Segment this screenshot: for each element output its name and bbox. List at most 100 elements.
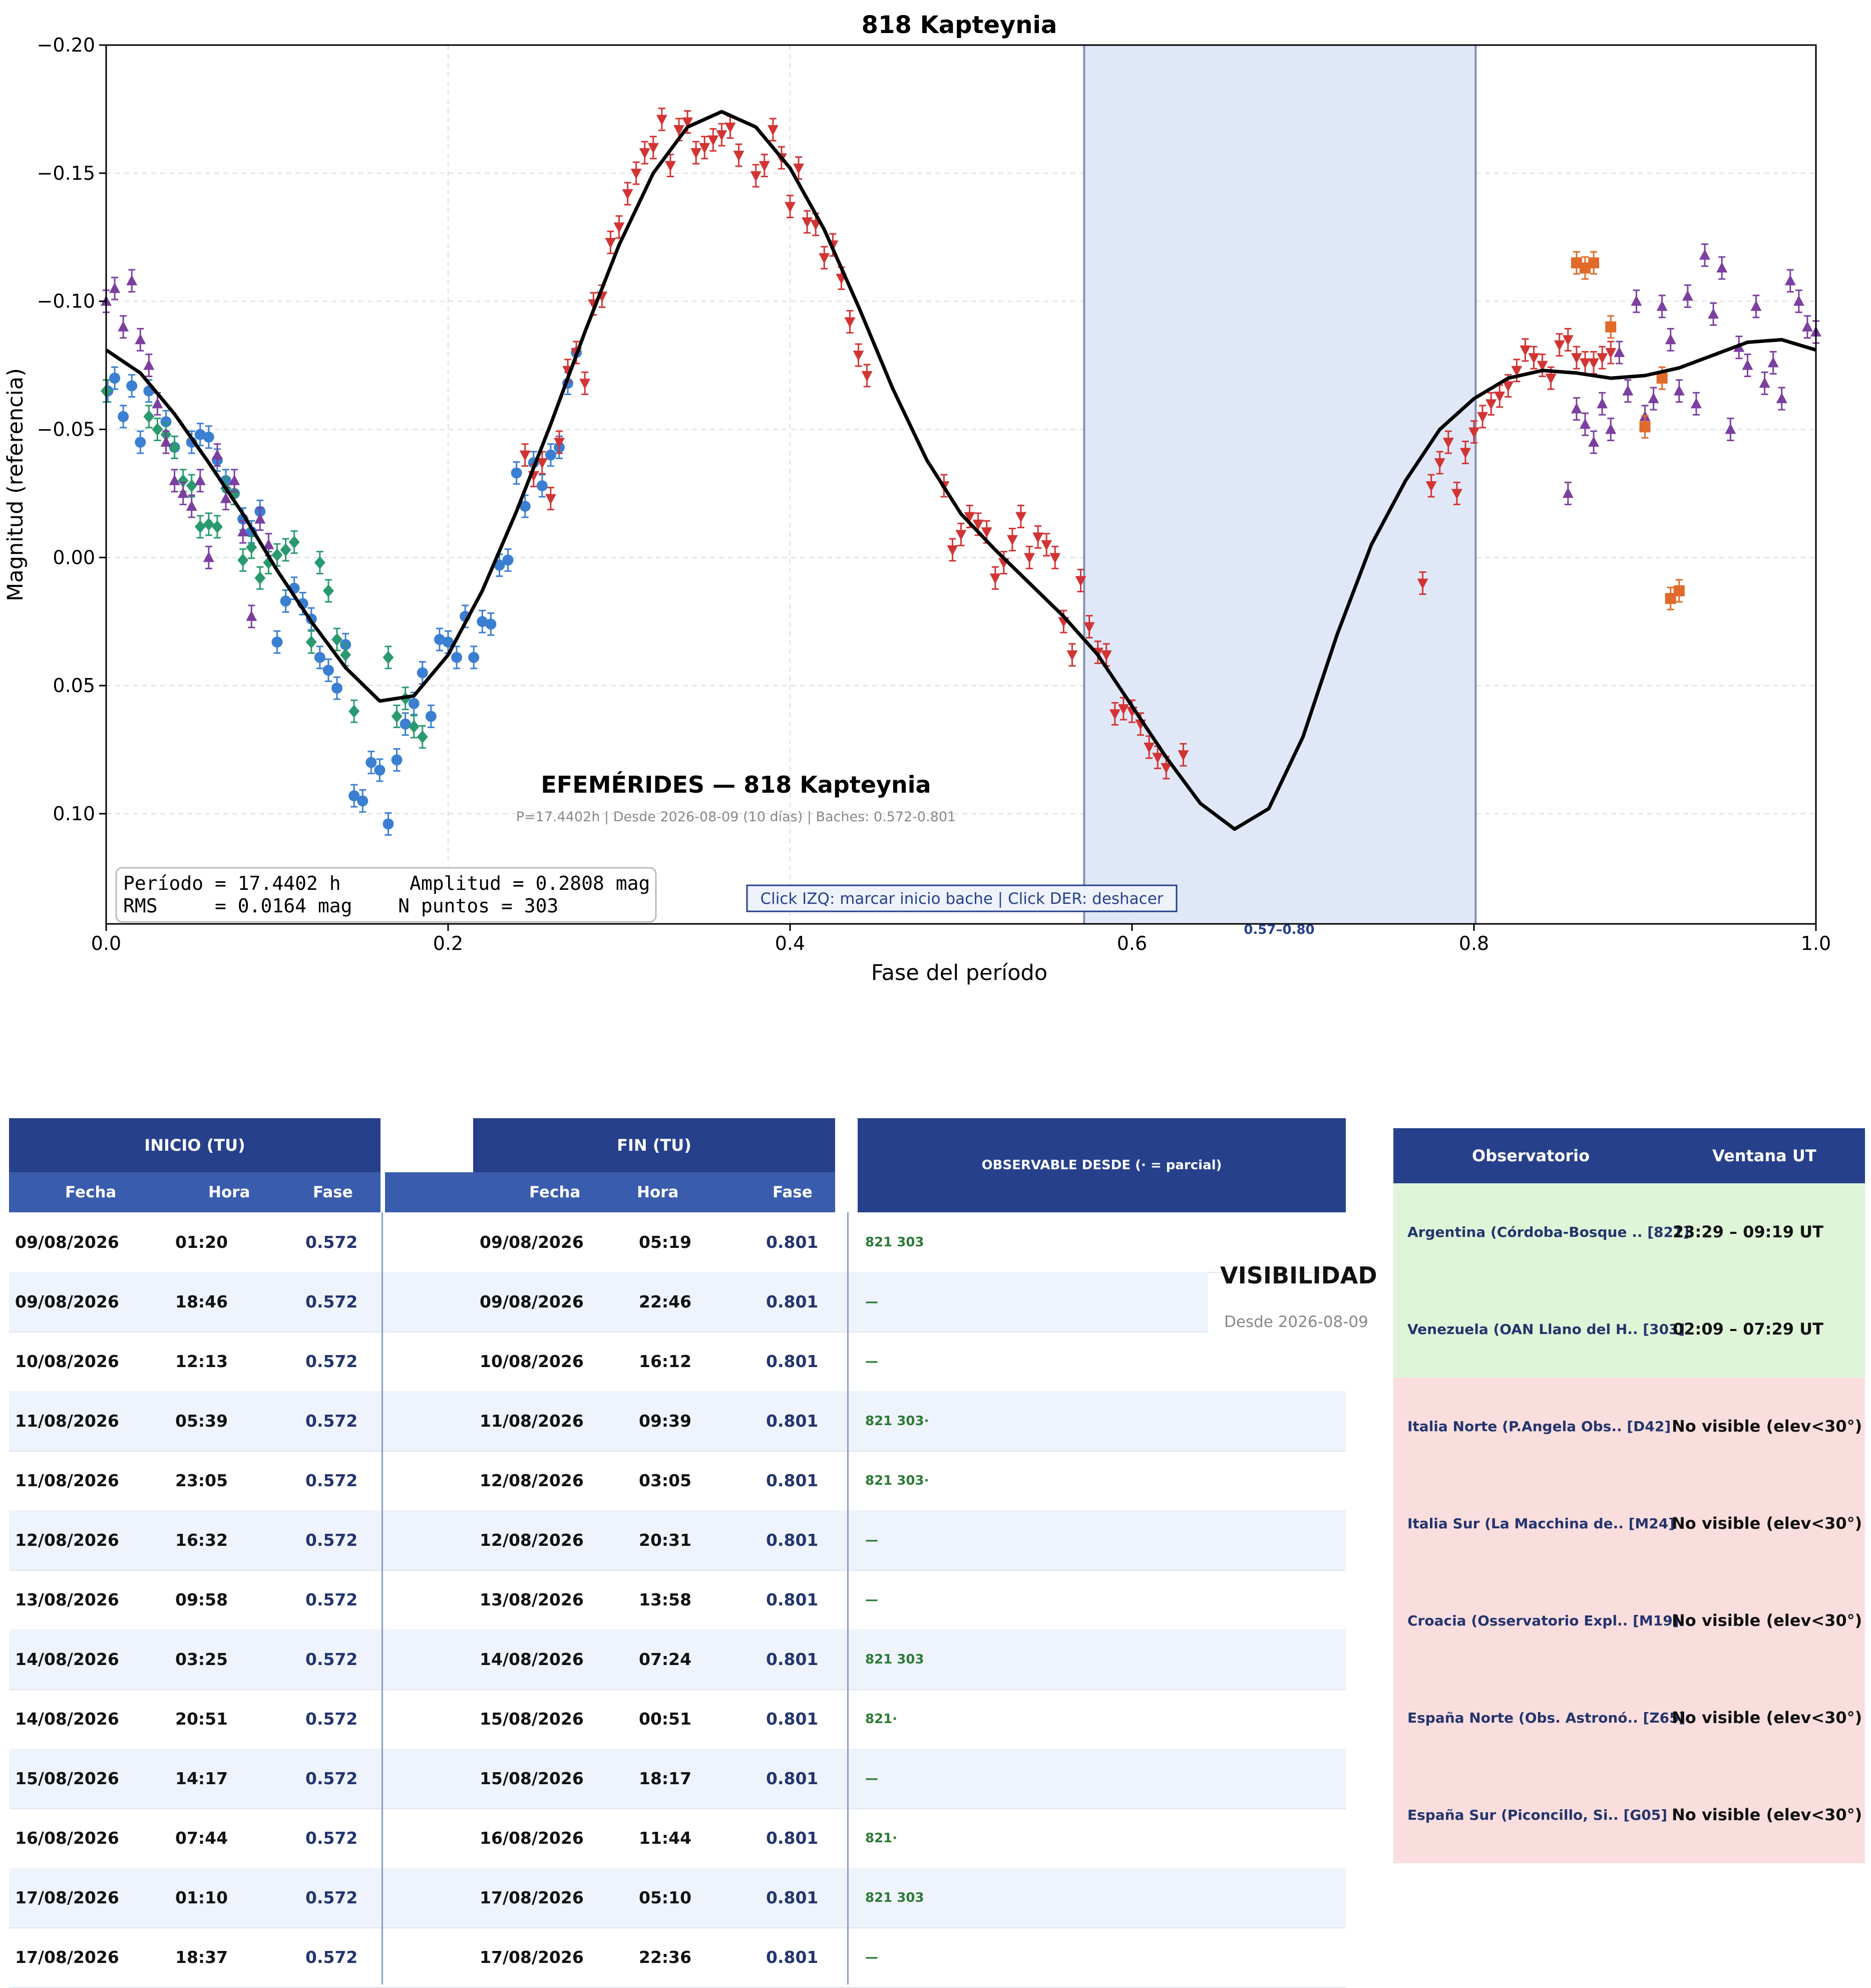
cell-h1: 01:10 bbox=[175, 1888, 228, 1907]
data-point bbox=[211, 520, 223, 533]
cell-h1: 14:17 bbox=[175, 1769, 228, 1788]
data-point bbox=[989, 573, 1001, 584]
data-point bbox=[1673, 385, 1685, 396]
cell-obs: — bbox=[865, 1532, 878, 1548]
data-point bbox=[331, 633, 343, 646]
data-point bbox=[211, 449, 223, 460]
data-point bbox=[1784, 274, 1796, 285]
cell-f1: 09/08/2026 bbox=[15, 1292, 119, 1311]
cell-h1: 18:37 bbox=[175, 1947, 228, 1967]
data-point bbox=[451, 651, 463, 663]
click-hint: Click IZQ: marcar inicio bache | Click D… bbox=[760, 890, 1163, 908]
x-tick-label: 0.6 bbox=[1117, 932, 1147, 954]
data-point bbox=[724, 122, 736, 133]
cell-p1: 0.572 bbox=[305, 1352, 358, 1371]
x-tick-label: 1.0 bbox=[1801, 932, 1831, 954]
data-point bbox=[1776, 393, 1787, 404]
data-point bbox=[972, 519, 984, 530]
data-point bbox=[1639, 421, 1651, 433]
observatory-row: Italia Norte (P.Angela Obs.. [D42] No vis… bbox=[1393, 1378, 1865, 1475]
data-point bbox=[314, 651, 325, 663]
cell-f1: 14/08/2026 bbox=[15, 1709, 119, 1729]
table-divider-1 bbox=[382, 1212, 383, 1984]
data-point bbox=[118, 411, 129, 422]
cell-obs: 821· bbox=[865, 1711, 898, 1727]
cell-f2: 15/08/2026 bbox=[480, 1769, 584, 1788]
data-point bbox=[1434, 458, 1445, 469]
cell-p1: 0.572 bbox=[305, 1828, 358, 1848]
cell-h1: 09:58 bbox=[175, 1590, 228, 1609]
y-tick-label: 0.00 bbox=[53, 546, 95, 568]
data-point bbox=[365, 757, 377, 768]
data-point bbox=[1716, 262, 1728, 273]
cell-f2: 09/08/2026 bbox=[480, 1292, 584, 1311]
cell-p1: 0.572 bbox=[305, 1888, 358, 1907]
data-point bbox=[1100, 650, 1112, 661]
data-point bbox=[545, 449, 556, 461]
data-point bbox=[1066, 650, 1078, 661]
x-tick-label: 0.2 bbox=[433, 932, 463, 954]
data-point bbox=[143, 359, 155, 370]
observatory-name: Italia Sur (La Macchina de.. [M24] bbox=[1407, 1515, 1675, 1532]
cell-h1: 23:05 bbox=[175, 1471, 228, 1490]
cell-p1: 0.572 bbox=[305, 1232, 358, 1252]
observatory-row: Argentina (Córdoba-Bosque .. [821] 23:29 … bbox=[1393, 1183, 1865, 1280]
data-point bbox=[1605, 423, 1617, 434]
light-curve-chart[interactable]: 818 Kapteynia 0.0 0.2 0.4 0.6 0.8 1.0 −0.20 −0.… bbox=[0, 0, 1871, 1002]
data-point bbox=[793, 163, 805, 174]
cell-f1: 17/08/2026 bbox=[15, 1888, 119, 1907]
data-point bbox=[673, 125, 685, 136]
data-point bbox=[1109, 709, 1120, 720]
data-point bbox=[1442, 438, 1454, 449]
visibility-title: VISIBILIDAD bbox=[1220, 1262, 1377, 1289]
data-point bbox=[152, 423, 163, 436]
data-point bbox=[1468, 427, 1479, 438]
fin-header: FIN (TU) bbox=[473, 1118, 835, 1172]
data-point bbox=[1588, 257, 1600, 268]
x-tick-label: 0.8 bbox=[1459, 932, 1489, 954]
y-tick-label: 0.10 bbox=[53, 803, 95, 825]
data-point bbox=[271, 636, 283, 648]
data-point bbox=[1006, 535, 1018, 546]
data-point bbox=[331, 683, 343, 694]
data-point bbox=[177, 487, 189, 498]
data-point bbox=[383, 650, 394, 664]
data-point bbox=[408, 720, 420, 734]
window-label: 0.57–0.80 bbox=[1244, 922, 1314, 937]
cell-h1: 16:32 bbox=[175, 1530, 228, 1550]
cell-f2: 14/08/2026 bbox=[480, 1649, 584, 1669]
stats-line-1: Período = 17.4402 h Amplitud = 0.2808 ma… bbox=[123, 872, 650, 894]
data-point bbox=[417, 667, 428, 679]
data-point bbox=[477, 616, 488, 627]
data-point bbox=[220, 492, 232, 503]
data-point bbox=[605, 237, 616, 248]
cell-h2: 07:24 bbox=[639, 1649, 692, 1669]
cell-f2: 15/08/2026 bbox=[480, 1709, 584, 1729]
phase-window bbox=[1084, 45, 1476, 924]
cell-obs: 821 303· bbox=[865, 1413, 929, 1429]
data-point bbox=[1041, 540, 1052, 551]
table-row: 17/08/2026 18:37 0.572 17/08/2026 22:36 0.801… bbox=[9, 1927, 1346, 1988]
data-point bbox=[1554, 340, 1565, 351]
data-point bbox=[203, 551, 214, 562]
table-row: 16/08/2026 07:44 0.572 16/08/2026 11:44 0.801… bbox=[9, 1808, 1346, 1869]
data-point bbox=[322, 584, 334, 597]
data-point bbox=[1742, 359, 1753, 370]
observatory-window: 02:09 – 07:29 UT bbox=[1673, 1319, 1823, 1339]
data-point bbox=[1459, 448, 1471, 459]
data-point bbox=[177, 474, 189, 487]
fin-subheader: Fecha Hora Fase bbox=[385, 1172, 835, 1212]
col-fase-inicio: Fase bbox=[313, 1183, 353, 1201]
data-point bbox=[1152, 753, 1164, 764]
cell-h2: 00:51 bbox=[639, 1709, 692, 1729]
visibility-header: Observatorio Ventana UT bbox=[1393, 1128, 1865, 1183]
cell-p1: 0.572 bbox=[305, 1292, 358, 1311]
data-point bbox=[613, 222, 625, 233]
data-point bbox=[203, 517, 214, 531]
data-point bbox=[1503, 381, 1514, 392]
observatory-row: España Norte (Obs. Astronó.. [Z65] No vis… bbox=[1393, 1669, 1865, 1766]
y-tick-label: −0.20 bbox=[37, 34, 95, 56]
data-point bbox=[819, 253, 830, 264]
data-point bbox=[340, 648, 351, 661]
data-point bbox=[1656, 300, 1668, 311]
